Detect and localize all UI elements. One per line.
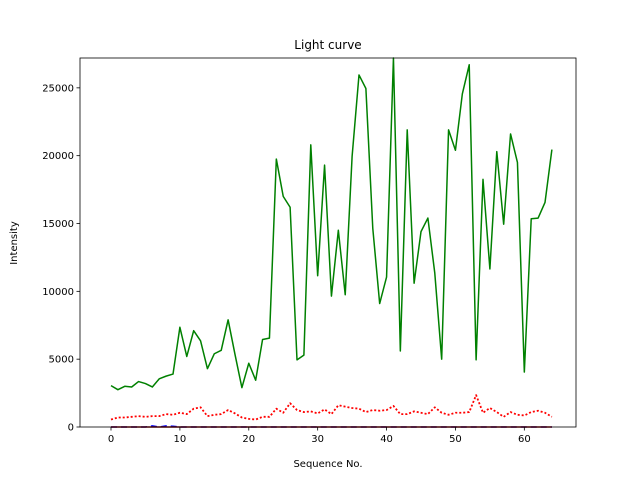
x-tick-label: 10 bbox=[174, 434, 187, 445]
series-line-1 bbox=[110, 57, 553, 391]
x-tick-label: 60 bbox=[518, 434, 531, 445]
chart-title: Light curve bbox=[294, 38, 361, 52]
x-tick-label: 50 bbox=[449, 434, 462, 445]
y-tick-label: 0 bbox=[68, 423, 74, 434]
x-axis-label: Sequence No. bbox=[293, 459, 362, 470]
y-tick-label: 5000 bbox=[49, 355, 74, 366]
x-tick-label: 0 bbox=[108, 434, 114, 445]
y-tick-label: 20000 bbox=[42, 151, 74, 162]
x-tick-label: 30 bbox=[311, 434, 324, 445]
y-axis: 0 5000 10000 15000 20000 25000 bbox=[42, 83, 80, 434]
y-tick-label: 25000 bbox=[42, 83, 74, 94]
y-tick-label: 10000 bbox=[42, 287, 74, 298]
y-tick-label: 15000 bbox=[42, 219, 74, 230]
x-axis: 0 10 20 30 40 50 60 bbox=[108, 427, 531, 445]
x-tick-label: 20 bbox=[242, 434, 255, 445]
x-tick-label: 40 bbox=[380, 434, 393, 445]
axes-frame bbox=[79, 57, 577, 428]
y-axis-label: Intensity bbox=[9, 221, 20, 265]
